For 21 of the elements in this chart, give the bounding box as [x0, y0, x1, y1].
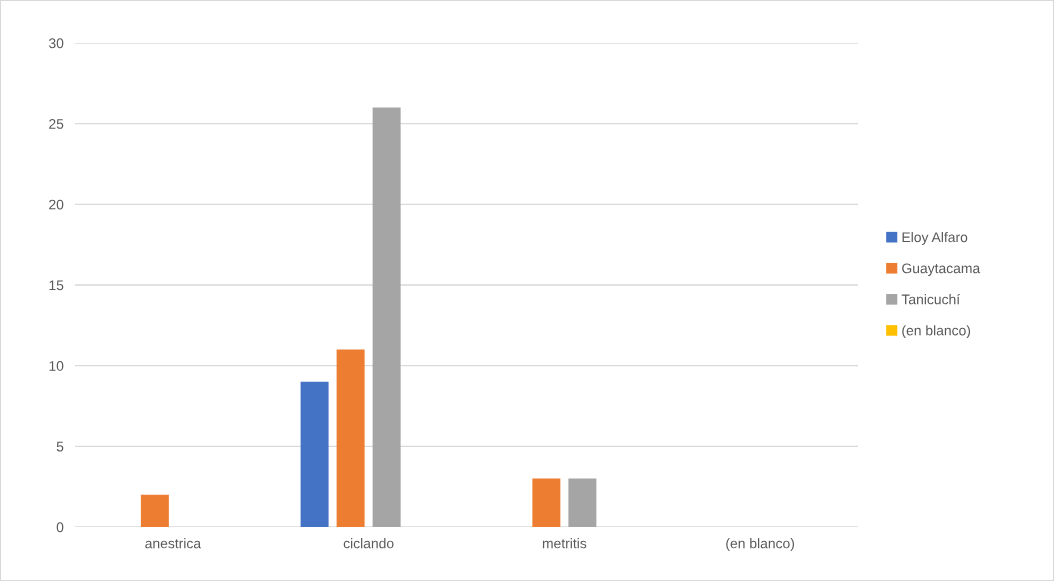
x-tick-label: metritis [542, 538, 587, 549]
y-tick-label: 15 [49, 280, 64, 291]
y-tick-label: 10 [49, 361, 64, 371]
bar [568, 478, 597, 527]
y-tick-label: 30 [48, 38, 64, 49]
bar [336, 349, 365, 527]
bar [532, 478, 561, 527]
x-tick-label: (en blanco) [726, 538, 795, 552]
bar [140, 494, 169, 527]
y-tick-label: 25 [49, 119, 64, 129]
y-tick-label: 5 [56, 441, 64, 452]
legend-label: Guaytacama [902, 263, 981, 276]
y-tick-label: 0 [56, 522, 64, 533]
bar [372, 107, 401, 527]
x-tick-label: anestrica [145, 538, 202, 549]
legend-label: Tanicuchí [901, 293, 961, 305]
legend-label: Eloy Alfaro [902, 231, 968, 245]
legend-label: (en blanco) [902, 325, 971, 339]
bar [300, 381, 329, 527]
x-tick-label: ciclando [343, 538, 394, 549]
y-tick-label: 20 [49, 199, 64, 210]
